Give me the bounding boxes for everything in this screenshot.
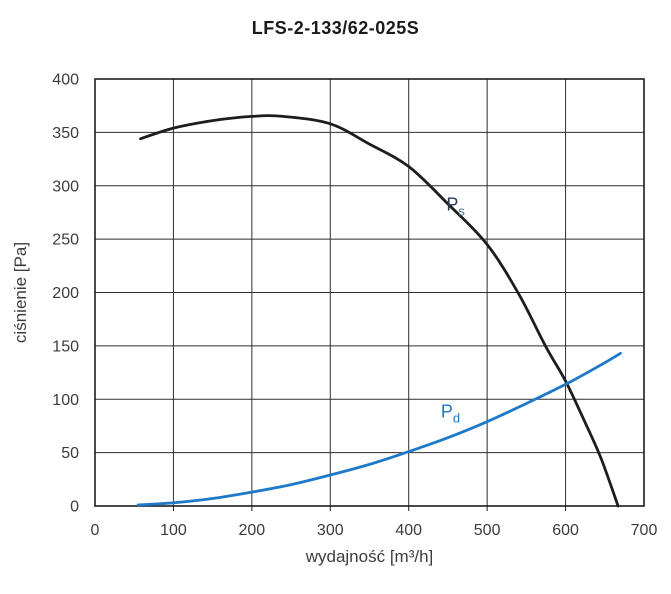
y-tick-label: 200: [52, 285, 79, 302]
chart-title: LFS-2-133/62-025S: [251, 18, 420, 38]
x-axis-label: wydajność [m³/h]: [305, 547, 434, 566]
y-tick-label: 300: [52, 178, 79, 195]
y-tick-label: 350: [52, 125, 79, 142]
x-tick-label: 500: [474, 522, 501, 539]
y-tick-label: 0: [70, 499, 79, 516]
x-tick-label: 200: [239, 522, 266, 539]
y-tick-label: 150: [52, 338, 79, 355]
curve-pd: [136, 351, 622, 507]
plot-frame: [94, 78, 645, 507]
x-tick-label: 700: [631, 522, 658, 539]
y-tick-label: 250: [52, 232, 79, 249]
x-tick-label: 300: [317, 522, 344, 539]
x-tick-label: 100: [160, 522, 187, 539]
x-tick-label: 0: [91, 522, 100, 539]
y-tick-label: 400: [52, 72, 79, 89]
y-tick-label: 100: [52, 392, 79, 409]
x-tick-label: 400: [395, 522, 422, 539]
curve-ps: [139, 114, 620, 508]
curve-label-pd: Pd: [441, 401, 460, 425]
x-tick-label: 600: [552, 522, 579, 539]
y-tick-label: 50: [61, 445, 79, 462]
y-axis-label: ciśnienie [Pa]: [11, 242, 30, 343]
curve-label-ps: Ps: [446, 194, 465, 218]
